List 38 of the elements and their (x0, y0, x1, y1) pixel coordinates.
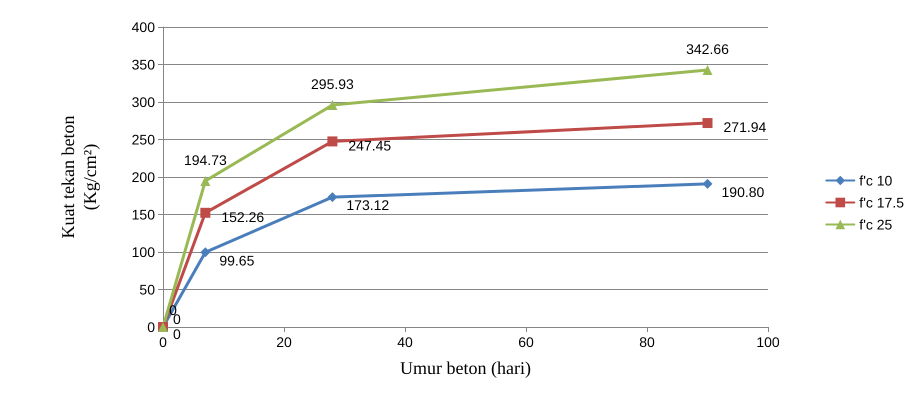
x-axis-title: Umur beton (hari) (400, 358, 531, 378)
x-tick-label: 60 (518, 334, 534, 350)
point (702, 65, 712, 76)
data-label: 342.66 (686, 41, 730, 58)
y-tick-label: 100 (132, 244, 156, 260)
y-tick-label: 400 (132, 19, 156, 35)
data-label: 295.93 (310, 76, 354, 92)
data-label: 152.26 (221, 208, 264, 225)
data-label: 271.94 (724, 119, 767, 136)
y-tick-label: 200 (132, 169, 156, 185)
data-label: 173.12 (346, 197, 390, 214)
legend-label: f'c 25 (859, 216, 893, 232)
data-label: 194.73 (184, 152, 227, 168)
point (200, 176, 210, 186)
y-tick-label: 150 (132, 206, 156, 222)
point (702, 118, 712, 128)
point (327, 192, 338, 202)
x-tick-label: 80 (639, 334, 655, 350)
y-tick-label: 350 (132, 56, 156, 72)
y-tick-label: 300 (132, 94, 156, 110)
data-label: 247.45 (348, 137, 392, 154)
x-tick-label: 100 (756, 334, 780, 350)
point (702, 178, 712, 189)
y-tick-label: 50 (139, 282, 156, 298)
y-tick-label: 0 (147, 319, 156, 335)
x-tick-label: 20 (276, 334, 292, 350)
data-label: 190.80 (722, 184, 765, 200)
point (327, 136, 338, 146)
y-axis-title: Kuat tekan beton (Kg/cm²) (58, 116, 100, 238)
legend-label: f'c 17.5 (859, 194, 904, 210)
x-tick-label: 0 (159, 334, 168, 350)
legend-label: f'c 10 (859, 172, 893, 188)
point (200, 208, 210, 218)
data-label: 99.65 (219, 252, 255, 268)
y-tick-label: 250 (132, 132, 156, 148)
x-tick-label: 40 (397, 334, 413, 350)
point (327, 100, 338, 110)
point (200, 247, 210, 258)
